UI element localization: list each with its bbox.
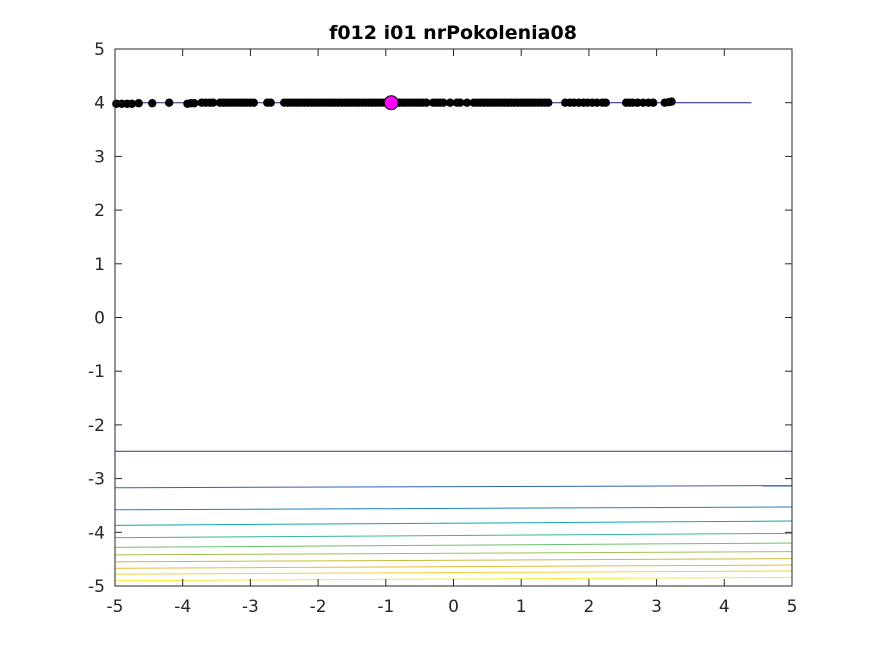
x-tick-label: -4 [174, 597, 191, 617]
population-point [544, 98, 553, 107]
contour-line-3 [114, 506, 793, 511]
y-tick-label: -4 [88, 523, 105, 543]
y-tick-label: 0 [94, 309, 105, 329]
contour-line-10 [114, 570, 793, 575]
x-tick-label: 4 [719, 597, 730, 617]
population-point [249, 98, 258, 107]
y-tick-label: -2 [88, 416, 105, 436]
y-tick-label: -1 [88, 362, 105, 382]
population-point [422, 98, 431, 107]
plot-area-frame [114, 48, 793, 587]
population-point [134, 99, 143, 108]
population-point [601, 98, 611, 107]
x-tick-label: 0 [448, 597, 459, 617]
x-tick-label: -1 [377, 597, 394, 617]
contour-lines [114, 450, 793, 582]
population-point [127, 99, 137, 108]
contour-line-5 [114, 532, 793, 539]
contour-line-7 [114, 551, 793, 556]
chart-title: f012 i01 nrPokolenia08 [329, 22, 577, 44]
best-point [383, 95, 399, 111]
y-axis: -5 -4 -3 -2 -1 0 1 2 3 4 5 [88, 40, 792, 597]
population-point [439, 98, 448, 107]
population-point [164, 98, 174, 107]
population-point [148, 99, 157, 108]
population-point [456, 98, 465, 107]
x-tick-label: -2 [310, 597, 327, 617]
population-point [208, 98, 218, 107]
x-tick-label: 1 [516, 597, 527, 617]
contour-line-2 [114, 485, 793, 489]
x-tick-label: -3 [242, 597, 259, 617]
x-tick-label: 3 [651, 597, 662, 617]
population-point [445, 98, 455, 107]
y-tick-label: -3 [88, 470, 105, 490]
x-tick-label: -5 [107, 597, 124, 617]
contour-line-9 [114, 564, 793, 569]
x-tick-label: 5 [787, 597, 798, 617]
y-tick-label: -5 [88, 577, 105, 597]
population-point [649, 98, 658, 107]
contour-line-6 [114, 542, 793, 548]
population-point [462, 98, 472, 107]
x-tick-label: 2 [583, 597, 594, 617]
population-point [266, 98, 275, 107]
population-points [112, 97, 676, 108]
contour-line-4 [114, 520, 793, 526]
y-tick-label: 1 [94, 255, 105, 275]
best-point-group [383, 95, 399, 111]
population-point [190, 99, 199, 108]
x-axis: -5 -4 -3 -2 -1 0 1 2 3 4 5 [107, 49, 798, 617]
y-tick-label: 3 [94, 147, 105, 167]
population-point [667, 97, 676, 106]
contour-line-8 [114, 558, 793, 563]
y-tick-label: 4 [94, 94, 105, 114]
y-tick-label: 5 [94, 40, 105, 60]
y-tick-label: 2 [94, 201, 105, 221]
